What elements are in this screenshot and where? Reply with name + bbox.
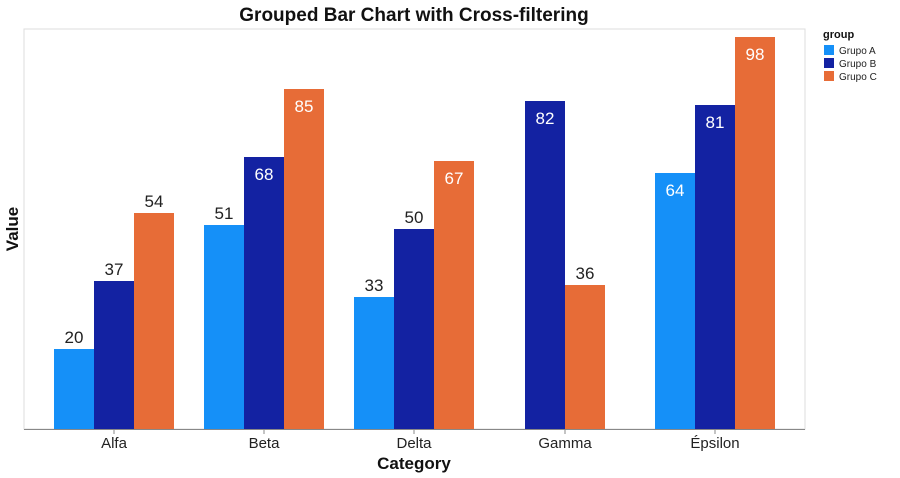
legend-title: group <box>823 29 854 41</box>
bar-épsilon-grupo-a[interactable] <box>655 173 695 429</box>
legend-swatch-grupo-b[interactable] <box>824 58 834 68</box>
x-tick-label-épsilon: Épsilon <box>690 435 739 452</box>
bar-beta-grupo-c[interactable] <box>284 89 324 429</box>
x-tick-label-alfa: Alfa <box>101 435 128 452</box>
x-tick-label-beta: Beta <box>249 435 281 452</box>
data-label-beta-grupo-b: 68 <box>255 165 274 184</box>
data-label-alfa-grupo-a: 20 <box>65 328 84 347</box>
legend-label-grupo-b[interactable]: Grupo B <box>839 59 877 70</box>
bar-delta-grupo-c[interactable] <box>434 161 474 429</box>
x-tick-label-gamma: Gamma <box>538 435 592 452</box>
bar-gamma-grupo-b[interactable] <box>525 101 565 429</box>
data-label-delta-grupo-c: 67 <box>445 169 464 188</box>
bar-épsilon-grupo-b[interactable] <box>695 105 735 429</box>
x-axis-ticks: Alfa Beta Delta Gamma Épsilon <box>101 429 740 452</box>
y-axis-title: Value <box>3 207 22 251</box>
data-label-gamma-grupo-b: 82 <box>536 109 555 128</box>
bars-layer <box>54 37 775 429</box>
data-label-alfa-grupo-b: 37 <box>105 260 124 279</box>
bar-gamma-grupo-c[interactable] <box>565 285 605 429</box>
bar-épsilon-grupo-c[interactable] <box>735 37 775 429</box>
data-label-épsilon-grupo-a: 64 <box>666 181 685 200</box>
bar-alfa-grupo-a[interactable] <box>54 349 94 429</box>
legend-swatch-grupo-c[interactable] <box>824 71 834 81</box>
legend-label-grupo-a[interactable]: Grupo A <box>839 46 876 57</box>
data-label-épsilon-grupo-c: 98 <box>746 45 765 64</box>
data-label-gamma-grupo-c: 36 <box>576 264 595 283</box>
bar-delta-grupo-b[interactable] <box>394 229 434 429</box>
data-label-épsilon-grupo-b: 81 <box>706 113 725 132</box>
chart-title: Grouped Bar Chart with Cross-filtering <box>239 5 588 26</box>
x-axis-title: Category <box>377 454 451 473</box>
data-label-delta-grupo-b: 50 <box>405 208 424 227</box>
bar-beta-grupo-a[interactable] <box>204 225 244 429</box>
data-label-beta-grupo-c: 85 <box>295 97 314 116</box>
bar-beta-grupo-b[interactable] <box>244 157 284 429</box>
bar-delta-grupo-a[interactable] <box>354 297 394 429</box>
legend-label-grupo-c[interactable]: Grupo C <box>839 72 877 83</box>
x-tick-label-delta: Delta <box>396 435 432 452</box>
data-label-beta-grupo-a: 51 <box>215 204 234 223</box>
bar-alfa-grupo-c[interactable] <box>134 213 174 429</box>
legend[interactable]: group Grupo A Grupo B Grupo C <box>823 29 877 83</box>
legend-swatch-grupo-a[interactable] <box>824 45 834 55</box>
data-label-alfa-grupo-c: 54 <box>145 192 164 211</box>
bar-alfa-grupo-b[interactable] <box>94 281 134 429</box>
data-label-delta-grupo-a: 33 <box>365 276 384 295</box>
data-labels-layer: 20 37 54 51 68 85 33 50 67 82 36 64 81 98 <box>65 45 765 347</box>
